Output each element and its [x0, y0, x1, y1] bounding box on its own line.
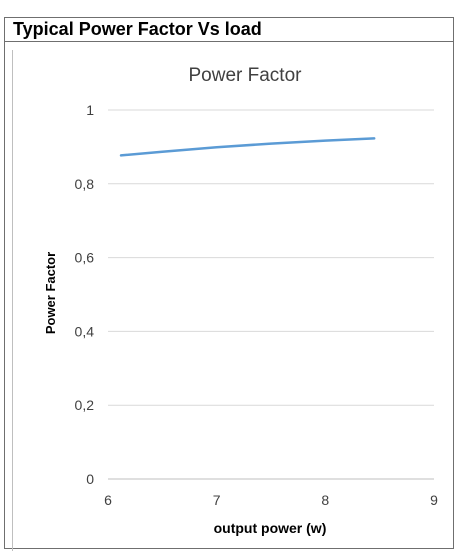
figure-header: Typical Power Factor Vs load — [4, 17, 454, 42]
y-tick-label: 0,2 — [75, 397, 95, 413]
chart-title: Power Factor — [189, 65, 303, 86]
x-tick-label: 7 — [213, 492, 221, 508]
y-tick-label: 0 — [86, 471, 94, 487]
grid-lines — [108, 109, 434, 480]
y-tick-label: 1 — [86, 102, 94, 118]
x-tick-label: 6 — [104, 492, 112, 508]
series-line-0 — [119, 137, 376, 157]
figure-title: Typical Power Factor Vs load — [13, 19, 262, 39]
chart-area-border — [12, 50, 452, 551]
y-tick-label: 0,8 — [75, 176, 95, 192]
x-axis-ticks: 6 7 8 9 — [104, 492, 438, 508]
y-axis-ticks: 0 0,2 0,4 0,6 0,8 1 — [75, 102, 95, 487]
series-group — [119, 137, 376, 157]
x-tick-label: 8 — [321, 492, 329, 508]
y-tick-label: 0,6 — [75, 250, 95, 266]
x-tick-label: 9 — [430, 492, 438, 508]
y-axis-label: Power Factor — [43, 252, 58, 334]
y-tick-label: 0,4 — [75, 323, 95, 339]
x-axis-label: output power (w) — [214, 520, 327, 536]
figure-frame — [4, 17, 454, 549]
